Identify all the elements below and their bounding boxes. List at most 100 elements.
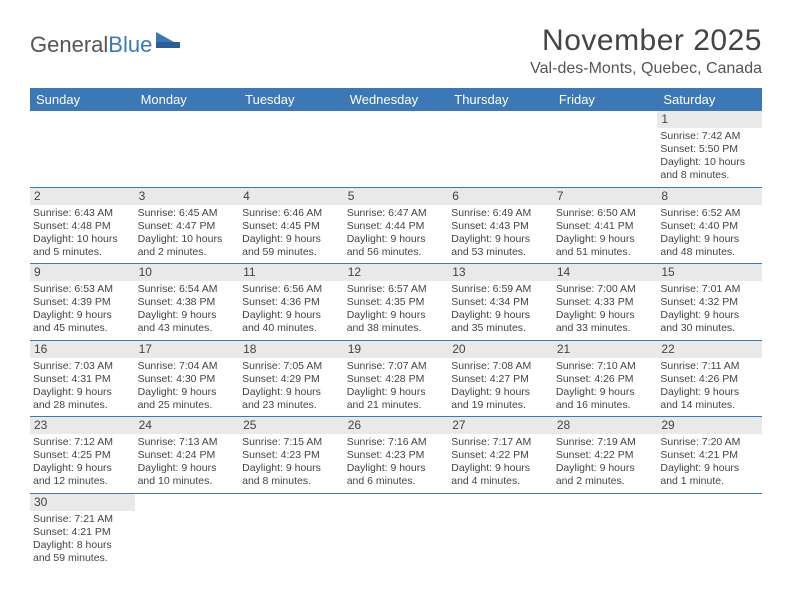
day-detail: Sunrise: 6:56 AMSunset: 4:36 PMDaylight:… [242,283,341,336]
calendar-cell: 16 Sunrise: 7:03 AMSunset: 4:31 PMDayligh… [30,340,135,417]
day-detail: Sunrise: 6:43 AMSunset: 4:48 PMDaylight:… [33,207,132,260]
day-detail: Sunrise: 7:03 AMSunset: 4:31 PMDaylight:… [33,360,132,413]
weekday-header: Sunday [30,88,135,111]
logo-text-2: Blue [108,32,152,58]
day-number: 25 [239,417,344,434]
calendar-cell: 3Sunrise: 6:45 AMSunset: 4:47 PMDaylight… [135,187,240,264]
title-block: November 2025 Val-des-Monts, Quebec, Can… [530,24,762,78]
day-detail: Sunrise: 7:13 AMSunset: 4:24 PMDaylight:… [138,436,237,489]
day-detail: Sunrise: 7:20 AMSunset: 4:21 PMDaylight:… [660,436,759,489]
calendar-cell: 14 Sunrise: 7:00 AMSunset: 4:33 PMDayligh… [553,264,658,341]
day-detail: Sunrise: 7:00 AMSunset: 4:33 PMDaylight:… [556,283,655,336]
calendar-cell [657,493,762,569]
calendar-row: 9Sunrise: 6:53 AMSunset: 4:39 PMDaylight… [30,264,762,341]
day-detail: Sunrise: 6:54 AMSunset: 4:38 PMDaylight:… [138,283,237,336]
day-number: 14 [553,264,658,281]
day-number: 26 [344,417,449,434]
day-number: 12 [344,264,449,281]
day-number: 2 [30,188,135,205]
calendar-cell: 6Sunrise: 6:49 AMSunset: 4:43 PMDaylight… [448,187,553,264]
day-detail: Sunrise: 7:19 AMSunset: 4:22 PMDaylight:… [556,436,655,489]
calendar-cell [239,493,344,569]
day-number: 7 [553,188,658,205]
day-number: 27 [448,417,553,434]
calendar-row: 16 Sunrise: 7:03 AMSunset: 4:31 PMDayligh… [30,340,762,417]
calendar-cell: 7 Sunrise: 6:50 AMSunset: 4:41 PMDaylight… [553,187,658,264]
calendar-cell: 29 Sunrise: 7:20 AMSunset: 4:21 PMDayligh… [657,417,762,494]
day-detail: Sunrise: 6:53 AMSunset: 4:39 PMDaylight:… [33,283,132,336]
calendar-cell [553,493,658,569]
calendar-cell: 1Sunrise: 7:42 AMSunset: 5:50 PMDaylight… [657,111,762,187]
calendar-cell: 23 Sunrise: 7:12 AMSunset: 4:25 PMDayligh… [30,417,135,494]
day-number: 17 [135,341,240,358]
calendar-cell: 26Sunrise: 7:16 AMSunset: 4:23 PMDayligh… [344,417,449,494]
day-number: 11 [239,264,344,281]
calendar-cell: 20Sunrise: 7:08 AMSunset: 4:27 PMDayligh… [448,340,553,417]
calendar-cell: 24Sunrise: 7:13 AMSunset: 4:24 PMDayligh… [135,417,240,494]
day-detail: Sunrise: 7:11 AMSunset: 4:26 PMDaylight:… [660,360,759,413]
logo-flag-icon [154,30,182,50]
day-detail: Sunrise: 6:46 AMSunset: 4:45 PMDaylight:… [242,207,341,260]
calendar-cell: 17 Sunrise: 7:04 AMSunset: 4:30 PMDayligh… [135,340,240,417]
day-detail: Sunrise: 7:15 AMSunset: 4:23 PMDaylight:… [242,436,341,489]
day-number: 15 [657,264,762,281]
day-number: 8 [657,188,762,205]
day-detail: Sunrise: 6:47 AMSunset: 4:44 PMDaylight:… [347,207,446,260]
calendar-cell [135,493,240,569]
day-number: 28 [553,417,658,434]
day-detail: Sunrise: 7:42 AMSunset: 5:50 PMDaylight:… [660,130,759,183]
calendar-row: 23 Sunrise: 7:12 AMSunset: 4:25 PMDayligh… [30,417,762,494]
calendar-row: 1Sunrise: 7:42 AMSunset: 5:50 PMDaylight… [30,111,762,187]
day-detail: Sunrise: 7:10 AMSunset: 4:26 PMDaylight:… [556,360,655,413]
day-detail: Sunrise: 6:49 AMSunset: 4:43 PMDaylight:… [451,207,550,260]
day-number: 5 [344,188,449,205]
weekday-header: Friday [553,88,658,111]
day-number: 29 [657,417,762,434]
day-number: 16 [30,341,135,358]
weekday-header: Wednesday [344,88,449,111]
calendar-cell: 12 Sunrise: 6:57 AMSunset: 4:35 PMDayligh… [344,264,449,341]
day-detail: Sunrise: 6:59 AMSunset: 4:34 PMDaylight:… [451,283,550,336]
calendar-cell [135,111,240,187]
day-number: 20 [448,341,553,358]
day-number: 23 [30,417,135,434]
day-detail: Sunrise: 6:57 AMSunset: 4:35 PMDaylight:… [347,283,446,336]
calendar-cell: 5 Sunrise: 6:47 AMSunset: 4:44 PMDaylight… [344,187,449,264]
calendar-cell [344,111,449,187]
calendar-cell: 30Sunrise: 7:21 AMSunset: 4:21 PMDayligh… [30,493,135,569]
calendar-cell [448,111,553,187]
location: Val-des-Monts, Quebec, Canada [530,60,762,78]
day-detail: Sunrise: 7:12 AMSunset: 4:25 PMDaylight:… [33,436,132,489]
day-detail: Sunrise: 6:50 AMSunset: 4:41 PMDaylight:… [556,207,655,260]
logo: GeneralBlue [30,30,182,60]
calendar-cell: 9Sunrise: 6:53 AMSunset: 4:39 PMDaylight… [30,264,135,341]
calendar-cell: 4Sunrise: 6:46 AMSunset: 4:45 PMDaylight… [239,187,344,264]
day-number: 22 [657,341,762,358]
calendar-cell [448,493,553,569]
calendar-cell: 18Sunrise: 7:05 AMSunset: 4:29 PMDayligh… [239,340,344,417]
calendar-cell: 25 Sunrise: 7:15 AMSunset: 4:23 PMDayligh… [239,417,344,494]
weekday-header-row: Sunday Monday Tuesday Wednesday Thursday… [30,88,762,111]
day-detail: Sunrise: 7:04 AMSunset: 4:30 PMDaylight:… [138,360,237,413]
calendar-cell: 10 Sunrise: 6:54 AMSunset: 4:38 PMDayligh… [135,264,240,341]
day-number: 19 [344,341,449,358]
calendar-row: 30Sunrise: 7:21 AMSunset: 4:21 PMDayligh… [30,493,762,569]
calendar-cell: 21Sunrise: 7:10 AMSunset: 4:26 PMDayligh… [553,340,658,417]
weekday-header: Tuesday [239,88,344,111]
day-number: 10 [135,264,240,281]
weekday-header: Monday [135,88,240,111]
day-number: 13 [448,264,553,281]
header: GeneralBlue November 2025 Val-des-Monts,… [30,24,762,78]
calendar-table: Sunday Monday Tuesday Wednesday Thursday… [30,88,762,569]
calendar-cell [344,493,449,569]
calendar-cell: 13 Sunrise: 6:59 AMSunset: 4:34 PMDayligh… [448,264,553,341]
calendar-cell [239,111,344,187]
page-title: November 2025 [530,24,762,58]
calendar-cell [553,111,658,187]
weekday-header: Saturday [657,88,762,111]
day-number: 18 [239,341,344,358]
calendar-row: 2 Sunrise: 6:43 AMSunset: 4:48 PMDaylight… [30,187,762,264]
calendar-cell: 19Sunrise: 7:07 AMSunset: 4:28 PMDayligh… [344,340,449,417]
calendar-cell: 8Sunrise: 6:52 AMSunset: 4:40 PMDaylight… [657,187,762,264]
calendar-cell: 28 Sunrise: 7:19 AMSunset: 4:22 PMDayligh… [553,417,658,494]
